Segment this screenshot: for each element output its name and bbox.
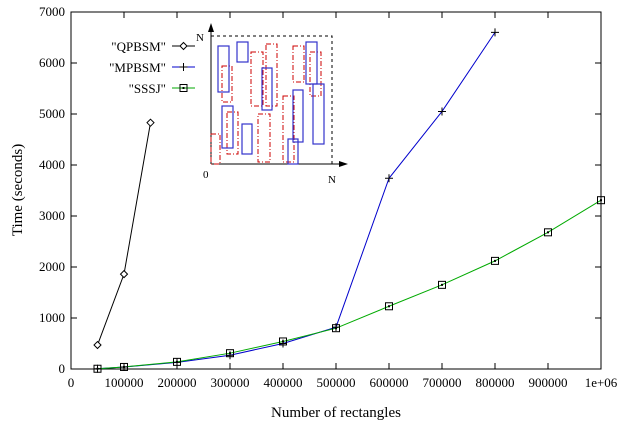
inset-solid-rect: [236, 41, 249, 63]
data-point-series-2-dot: [229, 352, 231, 355]
data-point-series-2-dot: [123, 365, 125, 368]
x-tick-label: 500000: [317, 375, 356, 390]
inset-y-arrowhead: [208, 23, 214, 32]
inset-dashed-rectangles: [210, 43, 322, 165]
inset-dashed-rect: [210, 133, 221, 165]
legend-marker: [179, 63, 188, 71]
data-point-series-2-dot: [96, 367, 99, 370]
x-tick-label: 100000: [105, 375, 144, 390]
y-tick-label: 5000: [39, 106, 65, 121]
data-point-series-1: [438, 107, 446, 116]
inset-dashed-rect: [265, 43, 278, 107]
legend-label: "MPBSM": [109, 60, 166, 75]
data-point-series-2: [173, 357, 181, 366]
data-point-series-2: [491, 256, 499, 265]
y-tick-label: 0: [59, 361, 66, 376]
data-point-series-2: [544, 228, 552, 237]
series-markers: [93, 28, 605, 373]
data-point-series-1: [385, 174, 393, 183]
data-point-series-2-dot: [600, 199, 602, 202]
x-tick-label: 600000: [370, 375, 409, 390]
axis-tick-labels: 0 100000 200000 300000 400000 500000 600000 700…: [39, 4, 618, 390]
legend: "QPBSM" "MPBSM" "SSSJ": [109, 39, 195, 96]
data-point-series-0: [146, 118, 155, 127]
data-point-series-2: [93, 364, 102, 373]
x-tick-label: 900000: [529, 375, 568, 390]
inset-x-axis-label: N: [328, 174, 336, 186]
y-tick-label: 4000: [39, 157, 65, 172]
inset-dashed-rect: [250, 51, 264, 107]
inset-solid-rect: [292, 89, 304, 143]
y-tick-label: 6000: [39, 55, 65, 70]
x-tick-label: 800000: [476, 375, 515, 390]
data-point-series-2: [120, 362, 128, 371]
x-tick-label: 200000: [158, 375, 197, 390]
y-tick-label: 3000: [39, 208, 65, 223]
inset-dashed-rect: [221, 65, 233, 103]
x-tick-label: 300000: [211, 375, 250, 390]
inset-dashed-rect: [292, 45, 305, 83]
axis-ticks: [70, 11, 602, 370]
data-point-series-2: [385, 302, 393, 311]
inset-y-axis-label: N: [196, 32, 204, 44]
inset-solid-rect: [241, 123, 253, 155]
x-tick-label: 700000: [423, 375, 462, 390]
inset-solid-rect: [305, 41, 318, 85]
legend-marker-dot: [182, 87, 185, 89]
inset-x-arrowhead: [339, 161, 348, 167]
legend-marker: [179, 41, 188, 51]
x-axis-title: Number of rectangles: [271, 405, 401, 421]
data-point-series-2-dot: [441, 283, 443, 286]
data-point-series-2: [438, 280, 446, 289]
inset-dashed-rect: [309, 51, 322, 97]
inset-origin-label: 0: [203, 169, 209, 181]
inset-solid-rect: [312, 83, 325, 145]
data-point-series-2-dot: [547, 231, 549, 234]
data-point-series-0: [119, 269, 129, 279]
data-point-series-2: [226, 349, 234, 358]
data-point-series-2-dot: [176, 360, 178, 363]
data-point-series-2-dot: [282, 340, 284, 343]
series-line-2: [97, 199, 602, 370]
series-line-0: [97, 122, 151, 346]
data-point-series-2: [597, 196, 605, 205]
x-tick-label: 1e+06: [585, 375, 618, 390]
data-point-series-2: [332, 324, 340, 333]
inset-domain-bounds: [210, 35, 333, 165]
x-tick-label: 0: [68, 375, 75, 390]
y-tick-label: 2000: [39, 259, 65, 274]
y-tick-label: 1000: [39, 310, 65, 325]
inset-solid-rect: [217, 45, 230, 93]
data-point-series-0: [93, 340, 102, 350]
data-point-series-2: [279, 337, 287, 346]
data-point-series-1: [491, 28, 499, 37]
legend-label: "QPBSM": [111, 39, 166, 54]
inset-solid-rect: [261, 67, 273, 111]
inset-diagram: 0 N N: [196, 18, 353, 188]
x-tick-label: 400000: [264, 375, 303, 390]
inset-background: [203, 18, 353, 188]
y-axis-title: Time (seconds): [10, 144, 26, 236]
inset-dashed-rect: [226, 111, 239, 155]
inset-solid-rect: [221, 105, 234, 149]
y-tick-label: 7000: [39, 4, 65, 19]
legend-marker: [179, 84, 188, 92]
data-point-series-2-dot: [494, 259, 496, 262]
legend-label: "SSSJ": [129, 81, 166, 96]
data-point-series-2-dot: [335, 327, 337, 330]
data-point-series-2-dot: [388, 305, 390, 308]
inset-solid-rectangles: [217, 41, 325, 165]
